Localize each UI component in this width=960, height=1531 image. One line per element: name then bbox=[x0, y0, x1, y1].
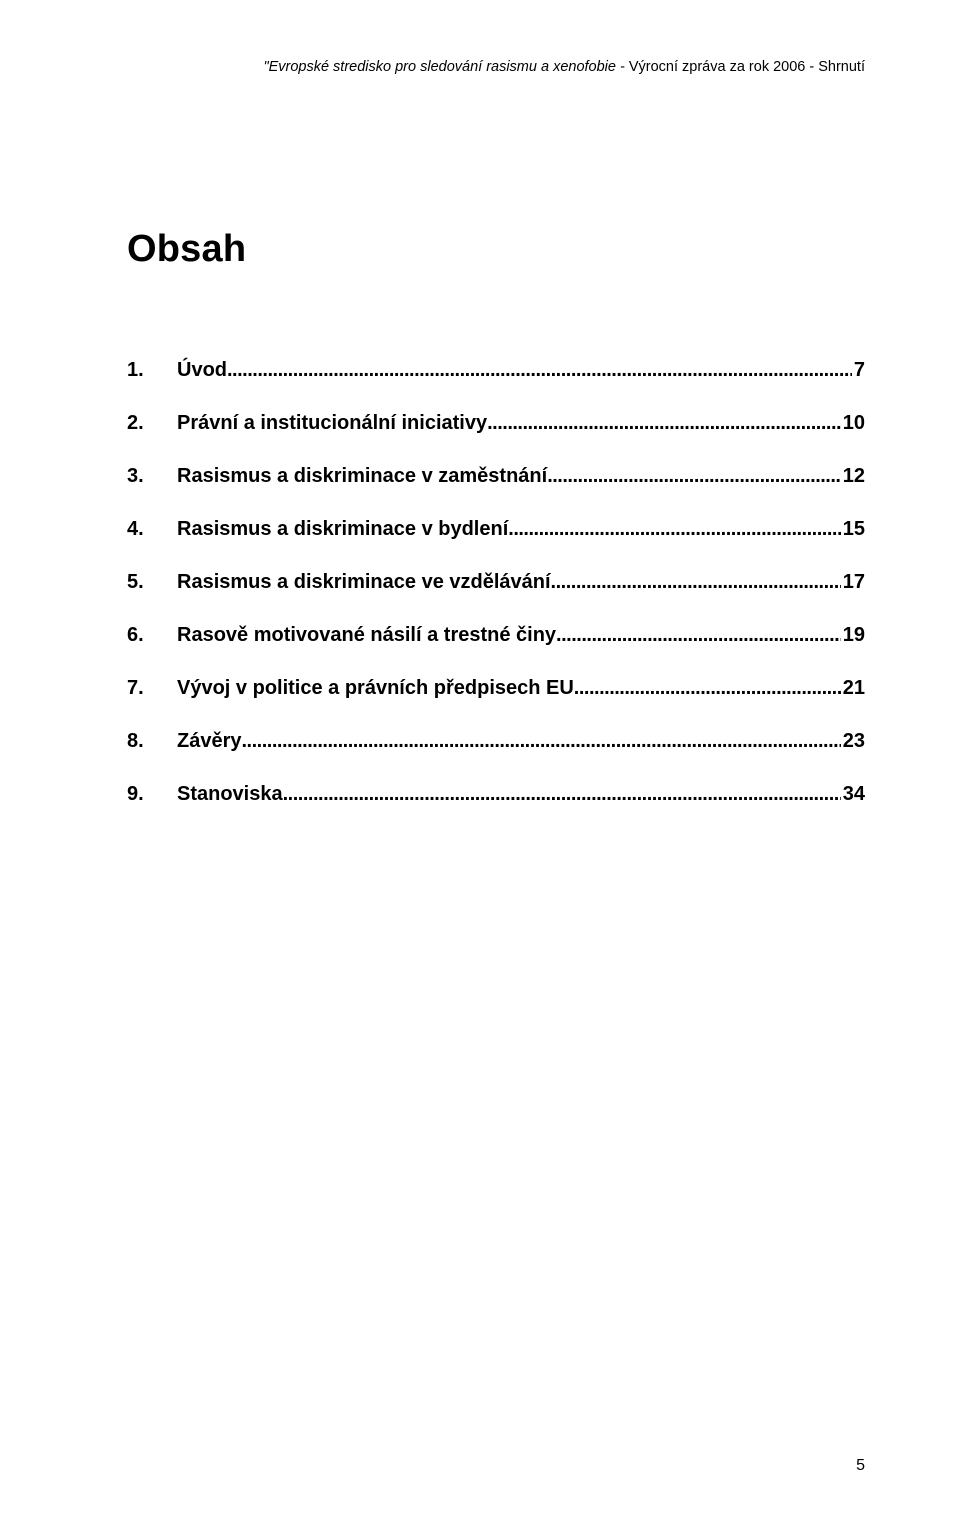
toc-number: 9. bbox=[127, 783, 177, 806]
toc-leader bbox=[574, 677, 841, 700]
header-suffix: Výrocní zpráva za rok 2006 - Shrnutí bbox=[629, 59, 865, 75]
toc-row: 1. Úvod 7 bbox=[127, 359, 865, 382]
toc-leader bbox=[547, 465, 841, 488]
document-page: "Evropské stredisko pro sledování rasism… bbox=[0, 0, 960, 1531]
page-number: 5 bbox=[856, 1457, 865, 1475]
toc-number: 3. bbox=[127, 465, 177, 488]
toc-label: Rasismus a diskriminace v bydlení bbox=[177, 518, 508, 541]
toc-leader bbox=[487, 412, 841, 435]
toc-row: 7. Vývoj v politice a právních předpisec… bbox=[127, 677, 865, 700]
toc-label: Vývoj v politice a právních předpisech E… bbox=[177, 677, 574, 700]
toc-label: Závěry bbox=[177, 730, 242, 753]
toc-label: Úvod bbox=[177, 359, 227, 382]
running-header: "Evropské stredisko pro sledování rasism… bbox=[127, 58, 865, 78]
toc-row: 3. Rasismus a diskriminace v zaměstnání … bbox=[127, 465, 865, 488]
toc-number: 1. bbox=[127, 359, 177, 382]
toc-number: 5. bbox=[127, 571, 177, 594]
toc-page: 10 bbox=[841, 412, 865, 435]
toc-leader bbox=[242, 730, 841, 753]
toc-row: 9. Stanoviska 34 bbox=[127, 783, 865, 806]
toc-row: 6. Rasově motivované násilí a trestné či… bbox=[127, 624, 865, 647]
toc-number: 7. bbox=[127, 677, 177, 700]
toc-page: 23 bbox=[841, 730, 865, 753]
toc-row: 8. Závěry 23 bbox=[127, 730, 865, 753]
toc-row: 5. Rasismus a diskriminace ve vzdělávání… bbox=[127, 571, 865, 594]
toc-leader bbox=[283, 783, 841, 806]
toc-label: Rasismus a diskriminace v zaměstnání bbox=[177, 465, 547, 488]
toc-row: 2. Právní a institucionální iniciativy 1… bbox=[127, 412, 865, 435]
toc-label: Rasismus a diskriminace ve vzdělávání bbox=[177, 571, 551, 594]
toc-leader bbox=[508, 518, 840, 541]
toc-row: 4. Rasismus a diskriminace v bydlení 15 bbox=[127, 518, 865, 541]
table-of-contents: 1. Úvod 7 2. Právní a institucionální in… bbox=[127, 359, 865, 806]
header-prefix: "Evropské stredisko pro sledování rasism… bbox=[263, 59, 628, 75]
toc-label: Právní a institucionální iniciativy bbox=[177, 412, 487, 435]
toc-label: Stanoviska bbox=[177, 783, 283, 806]
toc-number: 6. bbox=[127, 624, 177, 647]
toc-leader bbox=[227, 359, 852, 382]
toc-number: 4. bbox=[127, 518, 177, 541]
toc-label: Rasově motivované násilí a trestné činy bbox=[177, 624, 556, 647]
toc-leader bbox=[556, 624, 841, 647]
page-title: Obsah bbox=[127, 228, 865, 271]
toc-page: 34 bbox=[841, 783, 865, 806]
toc-page: 19 bbox=[841, 624, 865, 647]
toc-number: 8. bbox=[127, 730, 177, 753]
toc-leader bbox=[551, 571, 841, 594]
toc-number: 2. bbox=[127, 412, 177, 435]
toc-page: 7 bbox=[852, 359, 865, 382]
toc-page: 12 bbox=[841, 465, 865, 488]
toc-page: 15 bbox=[841, 518, 865, 541]
toc-page: 17 bbox=[841, 571, 865, 594]
toc-page: 21 bbox=[841, 677, 865, 700]
